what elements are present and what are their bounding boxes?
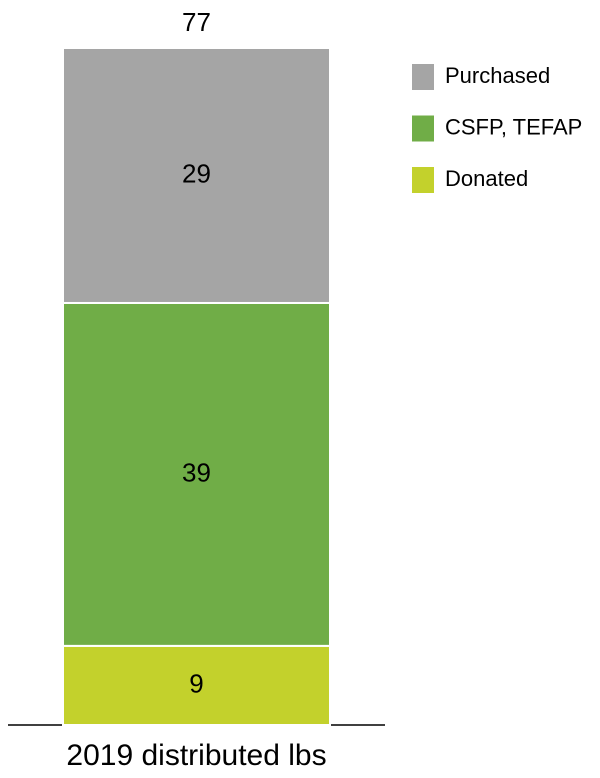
legend-label: Donated <box>445 166 528 191</box>
data-label: 29 <box>182 158 211 188</box>
x-tick-label: 2019 distributed lbs <box>66 739 326 772</box>
bar-segment <box>62 644 331 726</box>
legend-swatch <box>412 64 434 90</box>
legend-label: Purchased <box>445 63 550 88</box>
legend-label: CSFP, TEFAP <box>445 114 582 139</box>
bar-segment <box>62 47 331 304</box>
data-label: 9 <box>189 668 203 698</box>
bar-segment <box>62 301 331 647</box>
total-label: 77 <box>182 7 211 37</box>
legend-swatch <box>412 115 434 142</box>
data-label: 39 <box>182 457 211 487</box>
legend-swatch <box>412 167 434 193</box>
